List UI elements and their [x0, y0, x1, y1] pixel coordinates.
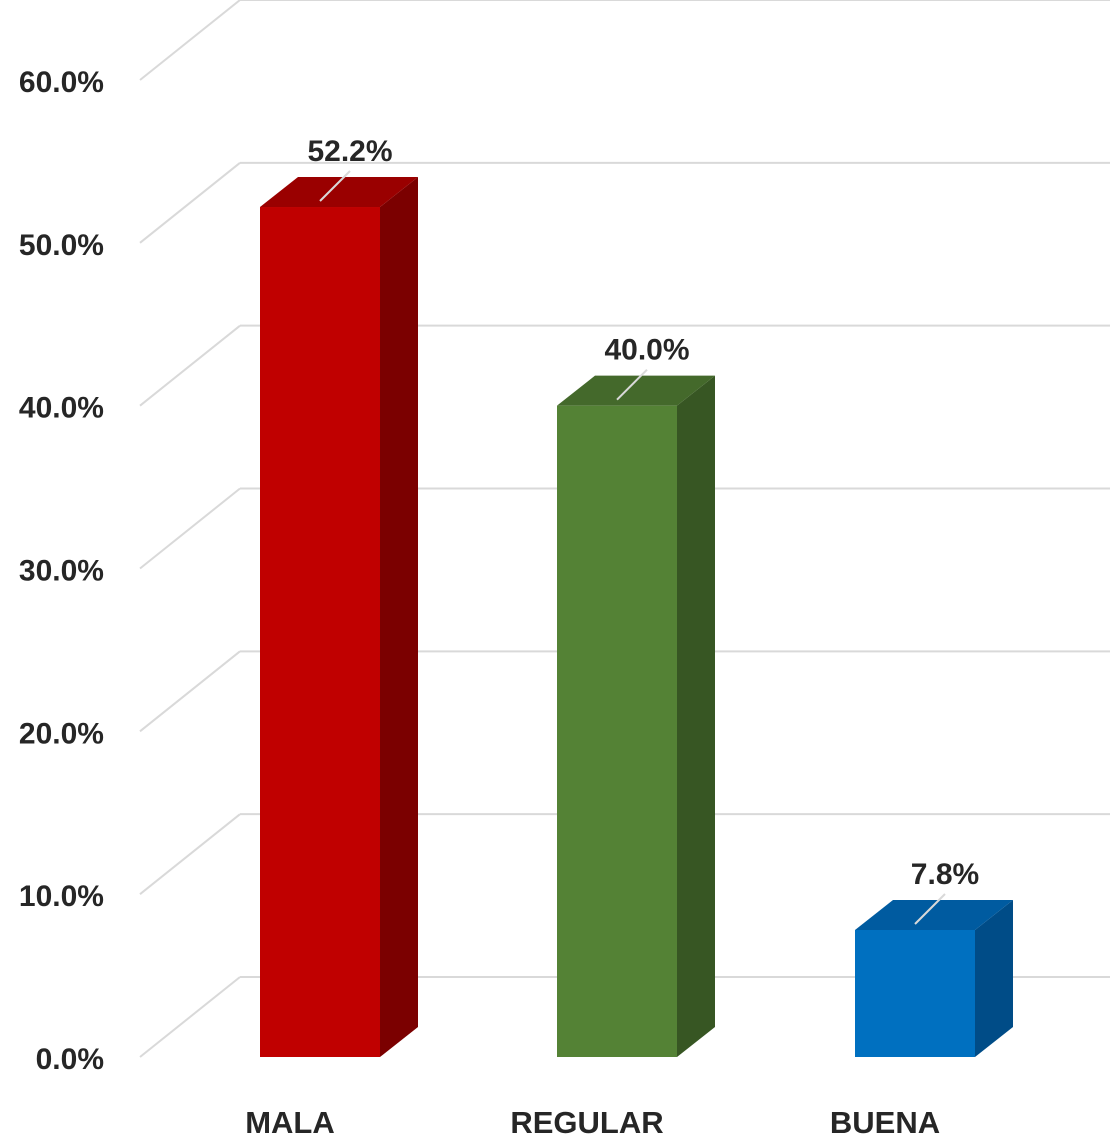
- y-tick-label: 10.0%: [19, 880, 104, 913]
- bar-side-regular: [677, 375, 715, 1058]
- bars: [260, 177, 1013, 1058]
- gridline-depth: [139, 487, 241, 570]
- data-label-regular: 40.0%: [604, 334, 689, 367]
- y-tick-label: 40.0%: [19, 392, 104, 425]
- gridline-depth: [139, 162, 241, 244]
- y-tick-label: 0.0%: [36, 1043, 104, 1076]
- data-label-leader: [319, 170, 351, 202]
- bar-top-regular: [557, 375, 715, 406]
- data-label-buena: 7.8%: [911, 858, 979, 891]
- data-label-mala: 52.2%: [307, 135, 392, 168]
- gridline-depth: [139, 324, 241, 407]
- x-category-mala: MALA: [245, 1105, 335, 1140]
- y-tick-label: 60.0%: [19, 66, 104, 99]
- data-labels: 52.2% 40.0% 7.8%: [307, 135, 979, 925]
- gridline-depth: [139, 976, 241, 1058]
- x-category-buena: BUENA: [830, 1105, 940, 1140]
- gridline-depth: [139, 650, 241, 733]
- data-label-leader: [914, 893, 946, 925]
- gridline-depth: [139, 0, 241, 81]
- bar-side-buena: [975, 899, 1013, 1057]
- x-category-regular: REGULAR: [510, 1105, 663, 1140]
- bar-top-buena: [855, 899, 1013, 930]
- bar-front-buena: [855, 929, 975, 1057]
- data-label-leader: [616, 368, 648, 401]
- bar-top-mala: [260, 177, 418, 208]
- bar-side-mala: [380, 177, 418, 1057]
- bar-front-regular: [557, 405, 677, 1058]
- x-axis-categories: MALA REGULAR BUENA: [245, 1105, 940, 1140]
- y-tick-label: 30.0%: [19, 555, 104, 588]
- y-tick-label: 50.0%: [19, 229, 104, 262]
- y-axis-ticks: 0.0% 10.0% 20.0% 30.0% 40.0% 50.0% 60.0%: [19, 66, 104, 1076]
- gridline-depth: [139, 813, 241, 895]
- bar-front-mala: [260, 207, 380, 1057]
- y-tick-label: 20.0%: [19, 717, 104, 750]
